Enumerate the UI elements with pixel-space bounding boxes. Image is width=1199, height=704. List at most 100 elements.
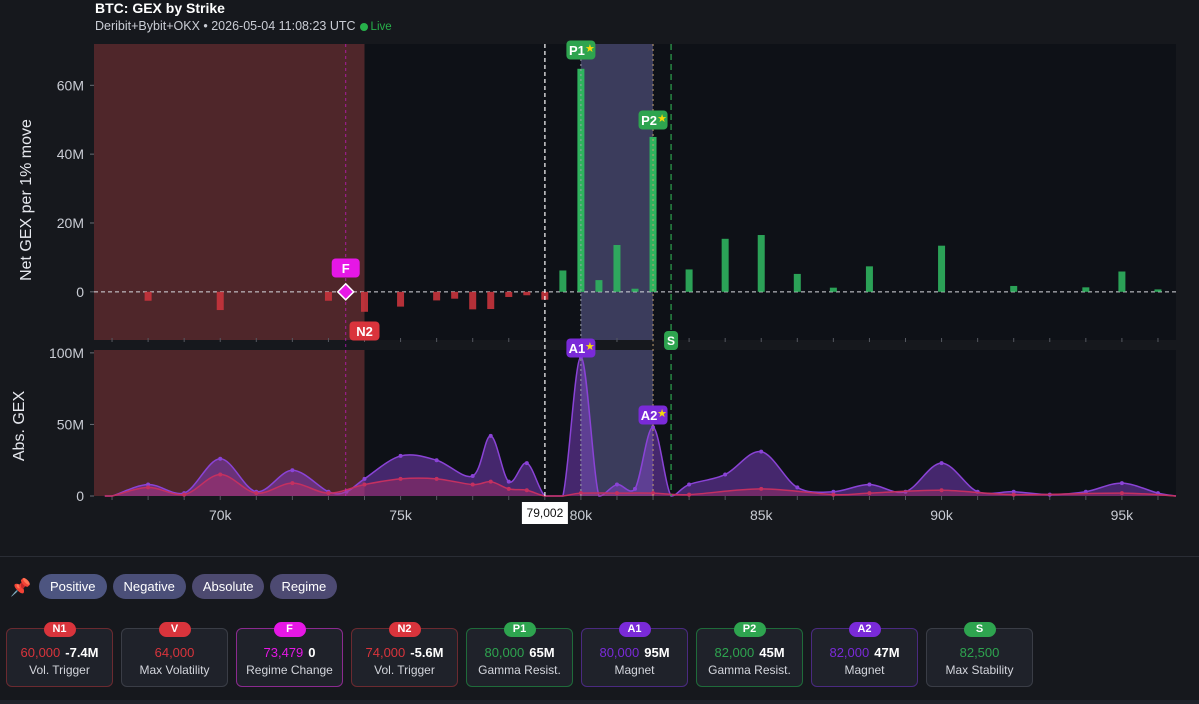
bottom-panel: 📌 Positive Negative Absolute Regime N1 60…	[0, 556, 1199, 704]
regime-shade-bottom	[94, 350, 365, 496]
title-block: BTC: GEX by Strike Deribit+Bybit+OKX • 2…	[95, 0, 392, 35]
a2-badge-text: A2	[641, 408, 658, 423]
abs-gex-point	[218, 472, 223, 477]
ytick-label-top: 20M	[57, 215, 84, 231]
card-badge: P2	[733, 622, 766, 637]
abs-gex-point	[578, 491, 583, 496]
abs-gex-point	[939, 488, 944, 493]
gex-bar-70000	[216, 291, 224, 311]
level-card-p1[interactable]: P1 80,000 65M Gamma Resist.	[466, 622, 573, 687]
card-values: 82,000 47M	[812, 645, 917, 660]
abs-gex-point	[759, 486, 764, 491]
abs-gex-point	[182, 492, 187, 497]
source-timestamp: Deribit+Bybit+OKX • 2026-05-04 11:08:23 …	[95, 19, 356, 33]
p1-badge-bg	[566, 40, 596, 60]
gex-bar-90000	[938, 245, 946, 292]
ytick-label-top: 60M	[57, 77, 84, 93]
level-card-v[interactable]: V 64,000 Max Volatility	[121, 622, 228, 687]
abs-gex-point	[470, 482, 475, 487]
ylabel-top: Net GEX per 1% move	[18, 119, 35, 281]
card-gex: 95M	[644, 645, 670, 660]
card-strike: 74,000	[365, 645, 406, 660]
abs-gex-point	[939, 461, 944, 466]
abs-gex-point	[867, 482, 872, 487]
gex-bar-78000	[505, 291, 513, 297]
abs-gex-point	[831, 492, 836, 497]
abs-gex-point	[326, 491, 331, 496]
abs-gex-point	[1011, 489, 1016, 494]
n2-badge-text: N2	[356, 324, 373, 339]
level-card-n1[interactable]: N1 60,000 -7.4M Vol. Trigger	[6, 622, 113, 687]
abs-gex-point	[524, 461, 529, 466]
live-label: Live	[370, 21, 392, 33]
gex-bar-77500	[487, 291, 495, 310]
abs-gex-point	[362, 482, 367, 487]
abs-gex-point	[434, 476, 439, 481]
abs-gex-point	[1119, 481, 1124, 486]
abs-gex-point	[362, 476, 367, 481]
card-label: Max Stability	[945, 663, 1014, 677]
pin-icon[interactable]: 📌	[10, 578, 32, 597]
xtick-label: 80k	[570, 507, 594, 523]
xtick-label: 75k	[389, 507, 413, 523]
card-label: Vol. Trigger	[374, 663, 435, 677]
gex-chart-svg[interactable]: 0 20M 40M 60M 0 50M 100M 70k 75k 80k 85k 90k 95k Net …	[0, 0, 1199, 556]
a1-badge-text: A1	[569, 341, 586, 356]
p1-badge-star-icon: ★	[585, 42, 595, 55]
card-strike: 80,000	[484, 645, 525, 660]
abs-gex-point	[651, 491, 656, 496]
gex-bar-78500	[523, 291, 531, 296]
level-card-s[interactable]: S 82,500 Max Stability	[926, 622, 1033, 687]
level-card-f[interactable]: F 73,479 0 Regime Change	[236, 622, 343, 687]
level-card-a2[interactable]: A2 82,000 47M Magnet	[811, 622, 918, 687]
card-values: 80,000 65M	[467, 645, 572, 660]
toggle-negative[interactable]: Negative	[112, 574, 186, 599]
card-badge: P1	[503, 622, 536, 637]
ytick-label-top: 0	[76, 284, 84, 300]
s-badge-bg	[664, 331, 679, 350]
toggle-positive[interactable]: Positive	[39, 574, 107, 599]
abs-gex-point	[651, 425, 656, 430]
card-gex: 45M	[759, 645, 785, 660]
gex-bar-84000	[721, 238, 729, 292]
card-strike: 82,000	[829, 645, 870, 660]
ytick-label-bottom: 100M	[49, 345, 84, 361]
gex-bar-74000	[361, 291, 368, 312]
card-label: Max Volatility	[139, 663, 210, 677]
xtick-label: 85k	[750, 507, 774, 523]
card-strike: 73,479	[263, 645, 304, 660]
abs-gex-point	[470, 473, 475, 478]
card-strike: 60,000	[20, 645, 61, 660]
ytick-label-bottom: 50M	[57, 416, 84, 432]
abs-gex-point	[1083, 489, 1088, 494]
card-label: Magnet	[844, 663, 885, 677]
gex-bar-81500	[631, 288, 639, 292]
toggle-regime[interactable]: Regime	[270, 574, 338, 599]
gamma-band-top	[580, 44, 654, 340]
card-strike: 64,000	[154, 645, 195, 660]
chart-subtitle: Deribit+Bybit+OKX • 2026-05-04 11:08:23 …	[95, 18, 392, 35]
level-card-p2[interactable]: P2 82,000 45M Gamma Resist.	[696, 622, 803, 687]
abs-gex-point	[759, 449, 764, 454]
abs-gex-point	[1119, 491, 1124, 496]
abs-gex-point	[290, 481, 295, 486]
card-label: Regime Change	[246, 663, 333, 677]
gex-bar-83000	[685, 269, 693, 292]
gex-bar-77000	[469, 291, 477, 310]
ytick-label-top: 40M	[57, 146, 84, 162]
gex-bar-79500	[559, 270, 567, 292]
card-strike: 82,000	[714, 645, 755, 660]
abs-gex-area-1	[104, 474, 1177, 496]
card-gex: -5.6M	[410, 645, 444, 660]
xtick-label: 95k	[1111, 507, 1135, 523]
toggle-absolute[interactable]: Absolute	[191, 574, 265, 599]
gex-bar-73000	[324, 291, 332, 301]
abs-gex-point	[290, 468, 295, 473]
level-card-a1[interactable]: A1 80,000 95M Magnet	[581, 622, 688, 687]
card-values: 82,000 45M	[697, 645, 802, 660]
f-badge-text: F	[342, 261, 350, 276]
level-card-n2[interactable]: N2 74,000 -5.6M Vol. Trigger	[351, 622, 458, 687]
abs-gex-point	[146, 485, 151, 490]
abs-gex-point	[488, 433, 493, 438]
card-badge: V	[158, 622, 191, 637]
